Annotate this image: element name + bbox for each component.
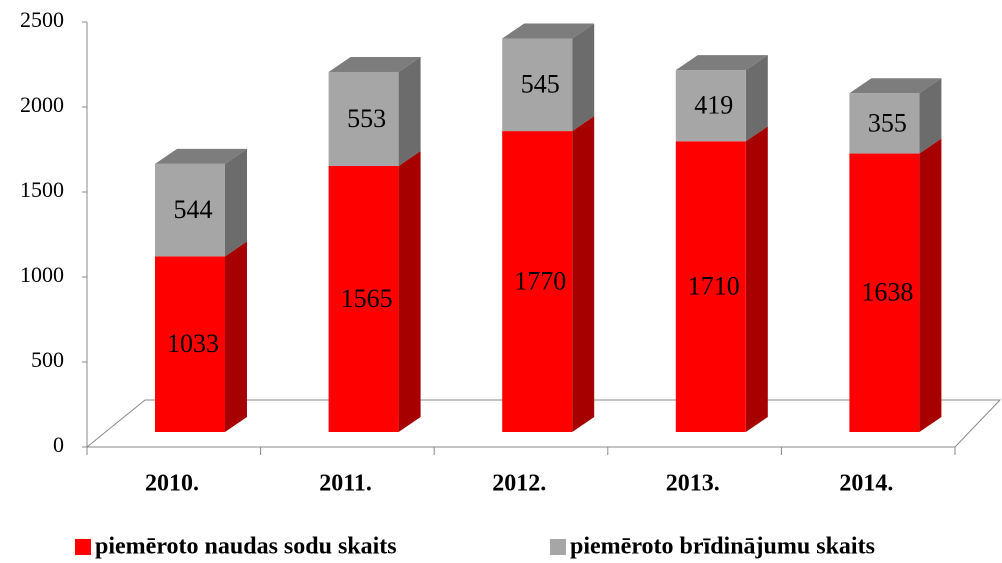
legend-swatch	[75, 539, 91, 555]
x-tick-label: 2013.	[666, 471, 720, 497]
y-tick-label: 500	[31, 347, 64, 372]
value-label: 1638	[861, 278, 913, 307]
value-label: 544	[174, 195, 213, 224]
value-label: 553	[347, 104, 386, 133]
x-tick-label: 2012.	[492, 471, 546, 497]
bar-segment	[155, 256, 225, 432]
bar-side	[398, 56, 421, 166]
x-tick-label: 2010.	[145, 471, 199, 497]
bar-side	[919, 78, 942, 154]
value-label: 1770	[514, 267, 566, 296]
bar-side	[745, 126, 768, 433]
floor	[85, 399, 1002, 448]
bar-top	[849, 78, 942, 94]
value-label: 545	[521, 70, 560, 99]
bar-side	[398, 150, 421, 432]
legend-label: piemēroto naudas sodu skaits	[95, 534, 397, 560]
bar-side	[572, 23, 595, 132]
bar-segment	[849, 153, 920, 433]
x-tick-label: 2014.	[839, 471, 893, 497]
y-tick-label: 2500	[20, 7, 64, 32]
bar-top	[155, 148, 247, 164]
y-tick-label: 2000	[20, 92, 64, 117]
bar-segment	[675, 70, 746, 142]
y-tick-label: 0	[53, 432, 64, 457]
x-tick-label: 2011.	[319, 471, 372, 497]
bar-top	[502, 23, 595, 39]
value-label: 1033	[167, 329, 219, 358]
bar-side	[572, 116, 595, 432]
bar-segment	[675, 141, 746, 433]
y-tick-label: 1500	[20, 177, 64, 202]
value-label: 1565	[341, 284, 393, 313]
value-label: 1710	[688, 272, 740, 301]
bar-segment	[155, 163, 225, 257]
bar-top	[675, 55, 768, 71]
y-tick-label: 1000	[20, 262, 64, 287]
bar-side	[225, 148, 247, 257]
legend-label: piemēroto brīdinājumu skaits	[570, 534, 875, 560]
value-label: 419	[694, 91, 733, 120]
bar-segment	[328, 165, 399, 432]
legend-swatch	[550, 539, 566, 555]
bar-side	[745, 55, 768, 142]
bar-side	[919, 138, 942, 433]
bar-segment	[502, 131, 573, 432]
bar-side	[225, 241, 247, 432]
bar-segment	[502, 38, 573, 132]
value-label: 355	[868, 108, 907, 137]
bar-segment	[849, 93, 920, 154]
bar-top	[328, 56, 421, 72]
bar-segment	[328, 71, 399, 166]
